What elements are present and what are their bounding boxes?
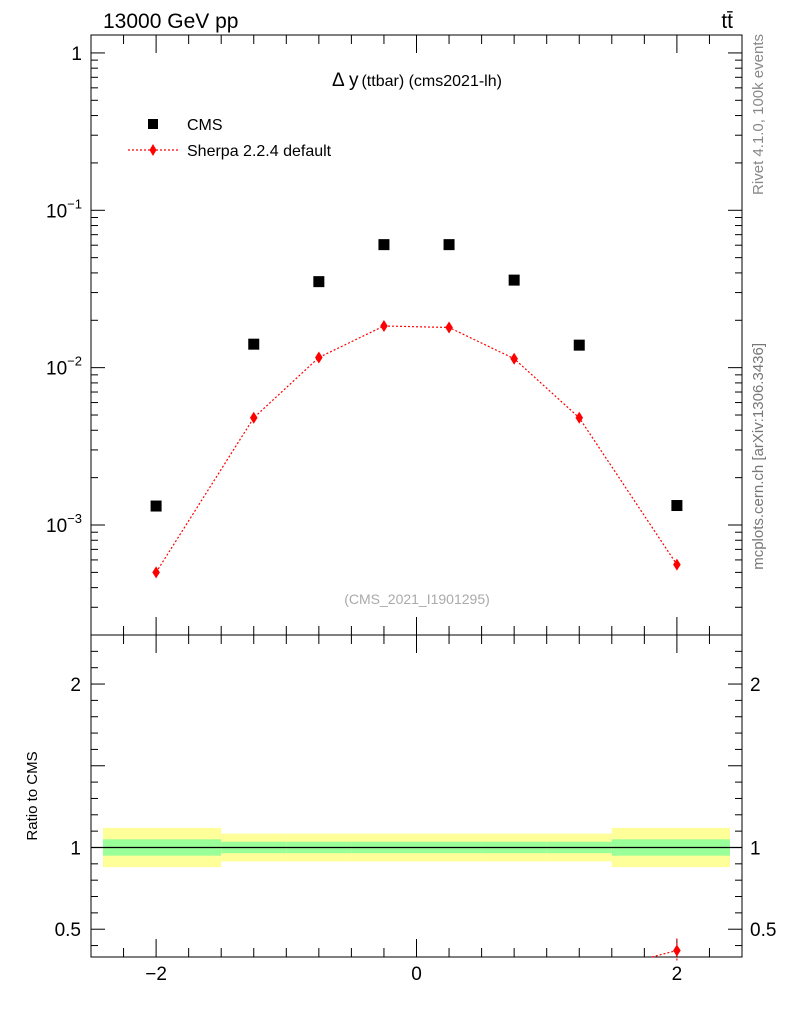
ratio-sherpa-line xyxy=(651,949,678,958)
sherpa-data-point xyxy=(249,411,258,424)
y-tick-base: 10 xyxy=(46,359,67,380)
y-tick-exponent: −1 xyxy=(67,196,82,211)
sherpa-data-point xyxy=(380,319,388,332)
main-axis-ticks xyxy=(90,35,743,636)
cms-data-point xyxy=(508,274,520,286)
cms-data-point xyxy=(443,239,455,251)
y-tick-base: 1 xyxy=(71,44,82,65)
ratio-y-tick-label-left: 1 xyxy=(70,838,81,859)
cms-data-point xyxy=(671,500,683,512)
x-tick-label: 2 xyxy=(672,964,683,985)
y-tick-base: 10 xyxy=(46,516,67,537)
chart-title: Δ y (ttbar) (cms2021-lh) xyxy=(332,70,502,91)
main-y-tick-label: 10−3 xyxy=(46,511,82,537)
ratio-series xyxy=(651,938,681,963)
ratio-y-axis-label: Ratio to CMS xyxy=(24,751,41,840)
ratio-y-tick-label-right: 1 xyxy=(750,838,761,859)
analysis-watermark: (CMS_2021_I1901295) xyxy=(344,591,490,607)
ratio-y-tick-label-right: 2 xyxy=(750,675,761,696)
legend-cms-marker xyxy=(148,119,158,129)
ratio-sherpa-point xyxy=(673,944,681,957)
sherpa-data-point xyxy=(510,352,518,365)
sherpa-data-point xyxy=(152,566,160,579)
ratio-panel-frame xyxy=(90,634,743,958)
ratio-y-tick-label-left: 2 xyxy=(70,675,81,696)
main-y-tick-labels: 110−110−210−3 xyxy=(46,44,82,537)
legend: CMS Sherpa 2.2.4 default xyxy=(128,117,332,160)
sherpa-data-point xyxy=(673,558,681,571)
cms-data-point xyxy=(150,500,162,512)
x-tick-label: 0 xyxy=(411,964,422,985)
main-series xyxy=(150,239,683,579)
cms-data-point xyxy=(378,239,390,251)
x-tick-label: −2 xyxy=(145,964,167,985)
legend-sherpa-label: Sherpa 2.2.4 default xyxy=(187,143,332,160)
cms-data-point xyxy=(573,339,585,351)
chart-title-sub: (ttbar) (cms2021-lh) xyxy=(361,73,501,90)
sherpa-data-point xyxy=(575,411,584,424)
sherpa-line xyxy=(155,325,678,573)
main-y-tick-label: 10−1 xyxy=(46,196,82,222)
legend-cms-label: CMS xyxy=(187,117,223,134)
sherpa-data-point xyxy=(315,351,323,364)
process-label: tt̄ xyxy=(721,10,733,33)
y-tick-exponent: −2 xyxy=(67,354,82,369)
energy-label: 13000 GeV pp xyxy=(103,10,238,33)
chart-title-main: Δ y xyxy=(332,70,359,91)
ratio-y-tick-label-right: 0.5 xyxy=(750,920,776,941)
sherpa-data-point xyxy=(445,321,453,334)
ratio-y-tick-label-left: 0.5 xyxy=(55,920,81,941)
x-tick-labels: −2 0 2 xyxy=(145,964,682,985)
cms-data-point xyxy=(313,276,325,288)
legend-sherpa-marker xyxy=(149,144,157,156)
cms-data-point xyxy=(248,338,260,350)
main-y-tick-label: 10−2 xyxy=(46,354,82,380)
ratio-bands xyxy=(91,827,742,868)
ratio-y-tick-labels: 0.5 0.5 1 1 2 2 xyxy=(55,675,777,941)
ratio-axis-ticks xyxy=(90,634,743,957)
main-y-tick-label: 1 xyxy=(71,44,82,65)
y-tick-exponent: −3 xyxy=(67,511,82,526)
rivet-version-label: Rivet 4.1.0, 100k events xyxy=(750,34,767,195)
source-label: mcplots.cern.ch [arXiv:1306.3436] xyxy=(750,343,767,570)
y-tick-base: 10 xyxy=(46,201,67,222)
